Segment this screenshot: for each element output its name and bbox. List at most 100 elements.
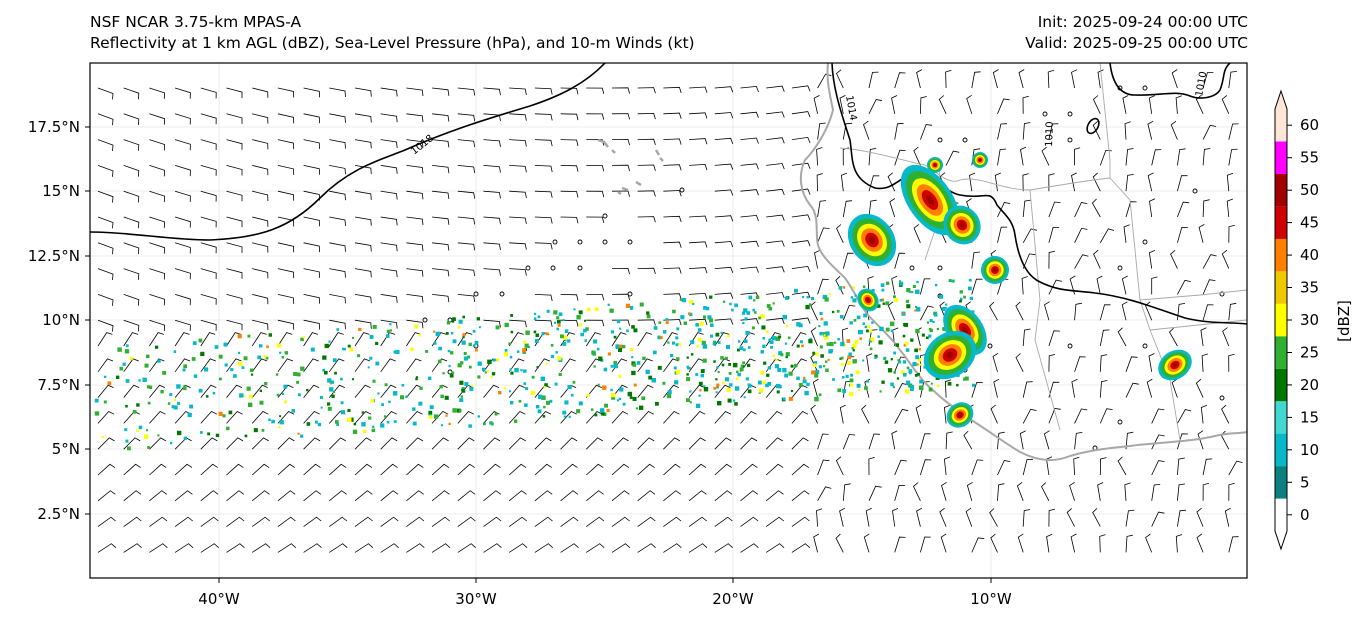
reflectivity-speck [905,348,910,352]
wind-barb [1097,69,1104,89]
wind-barb [226,411,243,424]
wind-barb [277,165,295,175]
reflectivity-speck [910,338,914,342]
wind-barb [483,242,501,251]
wind-barb [483,543,502,553]
wind-barb [534,463,553,476]
reflectivity-speck [760,370,765,375]
wind-barb [740,189,759,196]
reflectivity-speck [107,381,112,386]
wind-barb [457,411,475,424]
wind-barb [791,358,808,373]
wind-barb [663,490,681,502]
reflectivity-speck [347,417,352,423]
wind-barb [586,490,604,502]
reflectivity-speck [853,318,857,322]
wind-barb [329,242,346,252]
reflectivity-speck [525,387,529,391]
west-africa-coastline [799,63,1247,462]
reflectivity-speck [959,299,962,303]
reflectivity-speck [457,325,461,329]
wind-barb [303,319,320,330]
wind-barb [560,332,576,347]
reflectivity-speck [599,408,605,413]
reflectivity-speck [871,321,874,324]
wind-barb [251,384,268,398]
reflectivity-speck [367,366,370,369]
reflectivity-speck [619,387,624,392]
wind-barb [714,516,733,527]
wind-barb [861,404,870,424]
reflectivity-speck [676,327,680,331]
reflectivity-speck [744,317,748,321]
storm-cell [961,326,969,334]
reflectivity-speck [564,339,567,342]
wind-barb [560,411,577,424]
wind-barb [791,111,811,118]
wind-barb [585,384,602,398]
reflectivity-speck [418,333,422,337]
wind-barb [740,111,759,118]
wind-barb [840,172,848,192]
reflectivity-speck [859,337,863,340]
wind-barb [1221,95,1230,114]
reflectivity-speck [540,376,545,381]
reflectivity-speck [495,325,500,330]
reflectivity-speck [788,371,793,376]
wind-barb [123,242,140,255]
wind-barb [920,96,927,114]
wind-barb [560,87,579,95]
wind-barb [766,111,785,118]
wind-barb [277,190,295,201]
reflectivity-speck [463,352,467,356]
reflectivity-speck [349,347,354,352]
reflectivity-speck [266,345,269,349]
wind-barb [277,358,294,373]
wind-barb [406,543,425,553]
wind-barb [1222,327,1230,347]
wind-barb [740,214,759,222]
reflectivity-speck [300,434,304,438]
wind-barb [765,543,785,553]
wind-barb [406,242,424,251]
reflectivity-speck [610,330,615,334]
wind-barb [663,332,678,347]
wind-barb [354,490,373,502]
wind-barb [997,226,1008,243]
reflectivity-speck [352,429,358,434]
wind-barb [226,165,243,176]
reflectivity-speck [147,446,151,449]
reflectivity-speck [747,383,751,387]
reflectivity-speck [368,416,372,420]
wind-barb [765,516,785,527]
wind-barb [354,190,372,200]
reflectivity-speck [433,330,436,333]
reflectivity-speck [558,372,562,377]
reflectivity-speck [182,368,186,372]
reflectivity-speck [176,384,181,389]
reflectivity-speck [310,347,315,352]
wind-barb [174,190,191,202]
wind-barb [560,216,579,224]
reflectivity-speck [852,343,857,349]
reflectivity-speck [146,354,150,359]
wind-barb [835,456,844,476]
reflectivity-speck [279,415,282,418]
reflectivity-speck [838,286,843,290]
reflectivity-speck [696,345,699,348]
wind-barb [380,268,398,278]
wind-barb [226,384,243,398]
reflectivity-speck [742,361,746,365]
wind-barb [1099,329,1110,347]
wind-barb [1202,279,1216,295]
wind-barb [354,358,371,373]
reflectivity-speck [847,355,851,360]
wind-barb [1022,381,1033,398]
reflectivity-speck [147,401,151,405]
wind-barb [766,163,785,170]
reflectivity-speck [689,390,692,393]
wind-barb [509,190,527,199]
wind-barb [534,113,553,121]
reflectivity-speck [710,334,714,338]
reflectivity-speck [917,358,922,362]
